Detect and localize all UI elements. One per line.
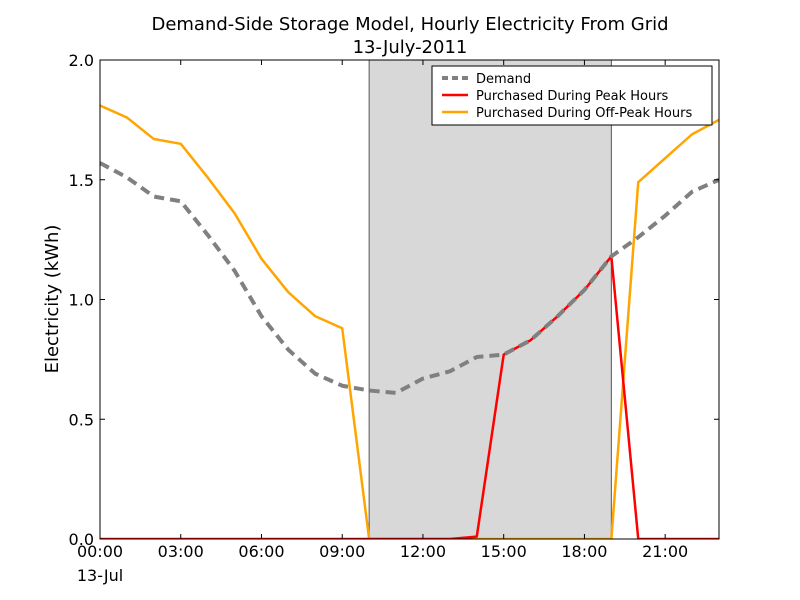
legend-label: Purchased During Off-Peak Hours (476, 106, 692, 121)
chart-title: Demand-Side Storage Model, Hourly Electr… (151, 14, 668, 35)
y-tick-label: 0.5 (69, 410, 94, 429)
legend-label: Purchased During Peak Hours (476, 89, 669, 104)
series-line-purchased-during-off-peak-hours (100, 104, 719, 539)
x-tick-label: 12:00 (400, 542, 446, 561)
y-tick-label: 1.0 (69, 291, 94, 310)
y-axis-label: Electricity (kWh) (42, 225, 63, 374)
x-tick-label: 09:00 (319, 542, 365, 561)
y-tick-label: 2.0 (69, 51, 94, 70)
x-tick-label: 03:00 (158, 542, 204, 561)
legend-label: Demand (476, 72, 531, 87)
legend-box (431, 65, 713, 126)
x-tick-label: 06:00 (238, 542, 284, 561)
series-line-purchased-during-peak-hours (100, 255, 719, 539)
series-line-demand (100, 161, 719, 395)
legend: Demand Purchased During Peak Hours Purchas… (431, 65, 713, 126)
x-date-label: 13-Jul (77, 566, 123, 585)
x-tick-label: 21:00 (642, 542, 688, 561)
y-tick-label: 1.5 (69, 171, 94, 190)
y-tick-label: 0.0 (69, 530, 94, 549)
x-tick-label: 18:00 (561, 542, 607, 561)
x-tick-label: 15:00 (481, 542, 527, 561)
chart-subtitle: 13-July-2011 (353, 37, 468, 58)
x-tick-label: 00:00 (77, 542, 123, 561)
plot-area: 0.0 0.5 1.0 1.5 2.0 00:00 03:00 06:00 09:00 12:00… (69, 51, 720, 561)
peak-hours-shading (369, 60, 612, 539)
